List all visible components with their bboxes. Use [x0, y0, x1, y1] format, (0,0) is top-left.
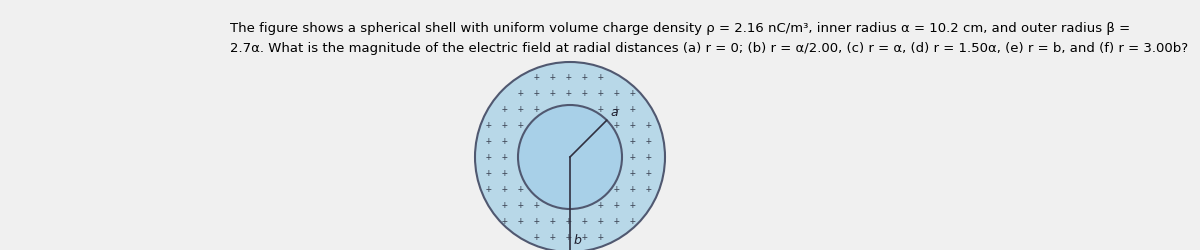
Text: +: + [566, 72, 572, 82]
Text: b: b [574, 234, 582, 246]
Text: +: + [502, 136, 508, 145]
Text: +: + [582, 72, 588, 82]
Text: +: + [614, 88, 620, 98]
Text: a: a [611, 106, 618, 119]
Text: +: + [646, 183, 652, 193]
Text: +: + [598, 199, 604, 209]
Text: +: + [646, 167, 652, 177]
Text: +: + [598, 72, 604, 82]
Text: +: + [502, 199, 508, 209]
Text: +: + [502, 167, 508, 177]
Text: +: + [646, 120, 652, 130]
Text: +: + [502, 183, 508, 193]
Text: +: + [550, 215, 556, 225]
Text: +: + [502, 120, 508, 130]
Text: +: + [518, 120, 524, 130]
Text: +: + [614, 199, 620, 209]
Text: +: + [582, 231, 588, 241]
Text: +: + [486, 136, 492, 145]
Text: +: + [534, 88, 540, 98]
Text: 2.7α. What is the magnitude of the electric field at radial distances (a) r = 0;: 2.7α. What is the magnitude of the elect… [230, 42, 1188, 55]
Text: +: + [614, 120, 620, 130]
Text: The figure shows a spherical shell with uniform volume charge density ρ = 2.16 n: The figure shows a spherical shell with … [230, 22, 1130, 35]
Text: +: + [486, 183, 492, 193]
Text: +: + [630, 183, 636, 193]
Text: +: + [598, 88, 604, 98]
Text: +: + [566, 231, 572, 241]
Text: +: + [598, 104, 604, 114]
Text: +: + [566, 88, 572, 98]
Text: +: + [630, 167, 636, 177]
Text: +: + [534, 72, 540, 82]
Text: +: + [502, 152, 508, 161]
Text: +: + [614, 215, 620, 225]
Circle shape [518, 106, 622, 209]
Text: +: + [614, 104, 620, 114]
Text: +: + [518, 183, 524, 193]
Text: +: + [598, 215, 604, 225]
Text: +: + [630, 104, 636, 114]
Text: +: + [486, 167, 492, 177]
Text: +: + [630, 199, 636, 209]
Text: +: + [630, 120, 636, 130]
Text: +: + [630, 88, 636, 98]
Text: +: + [630, 136, 636, 145]
Text: +: + [534, 231, 540, 241]
Text: +: + [550, 231, 556, 241]
Text: +: + [566, 215, 572, 225]
Circle shape [475, 63, 665, 250]
Text: +: + [582, 215, 588, 225]
Text: +: + [630, 152, 636, 161]
Text: +: + [502, 215, 508, 225]
Text: +: + [534, 104, 540, 114]
Text: +: + [518, 104, 524, 114]
Text: +: + [550, 88, 556, 98]
Text: +: + [534, 199, 540, 209]
Text: +: + [534, 215, 540, 225]
Text: +: + [486, 120, 492, 130]
Text: +: + [598, 231, 604, 241]
Text: +: + [646, 152, 652, 161]
Text: +: + [582, 88, 588, 98]
Text: +: + [502, 104, 508, 114]
Text: +: + [646, 136, 652, 145]
Text: +: + [518, 88, 524, 98]
Text: +: + [518, 199, 524, 209]
Text: +: + [486, 152, 492, 161]
Text: +: + [630, 215, 636, 225]
Text: +: + [550, 72, 556, 82]
Text: +: + [614, 183, 620, 193]
Text: +: + [518, 215, 524, 225]
